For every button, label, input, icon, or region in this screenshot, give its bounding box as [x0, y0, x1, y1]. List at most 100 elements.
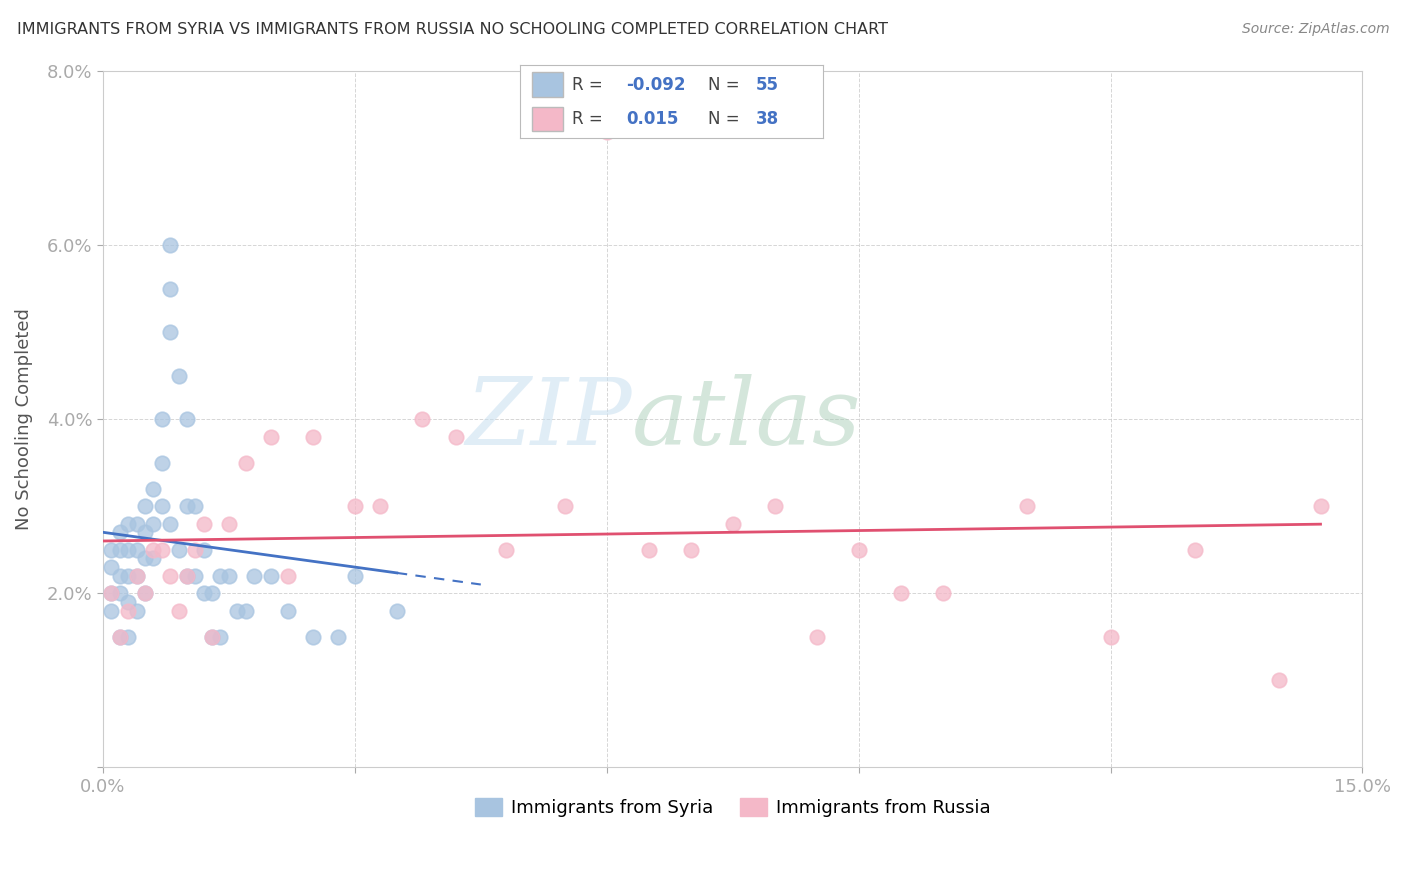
Point: [125, 569, 148, 583]
Point: [218, 516, 240, 531]
Point: [1309, 499, 1331, 513]
Legend: Immigrants from Syria, Immigrants from Russia: Immigrants from Syria, Immigrants from R…: [467, 790, 998, 824]
Point: [134, 525, 156, 540]
Point: [385, 604, 408, 618]
Text: ZIP: ZIP: [465, 374, 631, 464]
Point: [193, 542, 215, 557]
Text: 38: 38: [756, 110, 779, 128]
Point: [159, 325, 181, 339]
Point: [100, 604, 122, 618]
Point: [108, 630, 131, 644]
Point: [931, 586, 953, 600]
Point: [260, 569, 283, 583]
Point: [167, 604, 190, 618]
Text: N =: N =: [707, 110, 740, 128]
Text: Source: ZipAtlas.com: Source: ZipAtlas.com: [1241, 22, 1389, 37]
Point: [1184, 542, 1206, 557]
Point: [260, 429, 283, 443]
Point: [159, 238, 181, 252]
Point: [763, 499, 786, 513]
Point: [1099, 630, 1122, 644]
Point: [108, 542, 131, 557]
Point: [117, 569, 139, 583]
Point: [554, 499, 576, 513]
Point: [134, 551, 156, 566]
Point: [209, 569, 232, 583]
Point: [125, 542, 148, 557]
Point: [142, 482, 165, 496]
Point: [167, 542, 190, 557]
Text: atlas: atlas: [631, 374, 862, 464]
Point: [134, 586, 156, 600]
Point: [343, 569, 366, 583]
Point: [150, 542, 173, 557]
Point: [218, 569, 240, 583]
Point: [142, 542, 165, 557]
Point: [176, 412, 198, 426]
Point: [125, 516, 148, 531]
Point: [134, 499, 156, 513]
Point: [176, 569, 198, 583]
Point: [100, 542, 122, 557]
Point: [159, 516, 181, 531]
Point: [108, 630, 131, 644]
Point: [150, 456, 173, 470]
Point: [125, 604, 148, 618]
Text: -0.092: -0.092: [626, 76, 686, 94]
Point: [890, 586, 912, 600]
Point: [302, 429, 325, 443]
Point: [117, 595, 139, 609]
Point: [100, 586, 122, 600]
Point: [302, 630, 325, 644]
Point: [209, 630, 232, 644]
Point: [100, 560, 122, 574]
Point: [235, 456, 257, 470]
Point: [159, 282, 181, 296]
Point: [637, 542, 659, 557]
Point: [167, 368, 190, 383]
Point: [806, 630, 828, 644]
Point: [848, 542, 870, 557]
Point: [596, 125, 619, 139]
Text: 55: 55: [756, 76, 779, 94]
Point: [142, 551, 165, 566]
Point: [326, 630, 349, 644]
Point: [108, 525, 131, 540]
Point: [117, 604, 139, 618]
Point: [184, 499, 207, 513]
Point: [193, 586, 215, 600]
Point: [134, 586, 156, 600]
Point: [176, 569, 198, 583]
Point: [343, 499, 366, 513]
Point: [444, 429, 467, 443]
Point: [125, 569, 148, 583]
Point: [201, 630, 224, 644]
Point: [1267, 673, 1289, 688]
Text: R =: R =: [572, 76, 602, 94]
Point: [108, 586, 131, 600]
Point: [226, 604, 249, 618]
Point: [201, 586, 224, 600]
Point: [679, 542, 702, 557]
Point: [142, 516, 165, 531]
Point: [150, 412, 173, 426]
Point: [243, 569, 266, 583]
Point: [201, 630, 224, 644]
Point: [150, 499, 173, 513]
Point: [159, 569, 181, 583]
Y-axis label: No Schooling Completed: No Schooling Completed: [15, 309, 32, 530]
Point: [117, 516, 139, 531]
Text: R =: R =: [572, 110, 602, 128]
Point: [721, 516, 744, 531]
Point: [108, 569, 131, 583]
Point: [411, 412, 433, 426]
Point: [277, 604, 299, 618]
Point: [117, 630, 139, 644]
Point: [193, 516, 215, 531]
Point: [117, 542, 139, 557]
Point: [184, 569, 207, 583]
Text: 0.015: 0.015: [626, 110, 679, 128]
Text: IMMIGRANTS FROM SYRIA VS IMMIGRANTS FROM RUSSIA NO SCHOOLING COMPLETED CORRELATI: IMMIGRANTS FROM SYRIA VS IMMIGRANTS FROM…: [17, 22, 887, 37]
Text: N =: N =: [707, 76, 740, 94]
FancyBboxPatch shape: [533, 107, 562, 131]
